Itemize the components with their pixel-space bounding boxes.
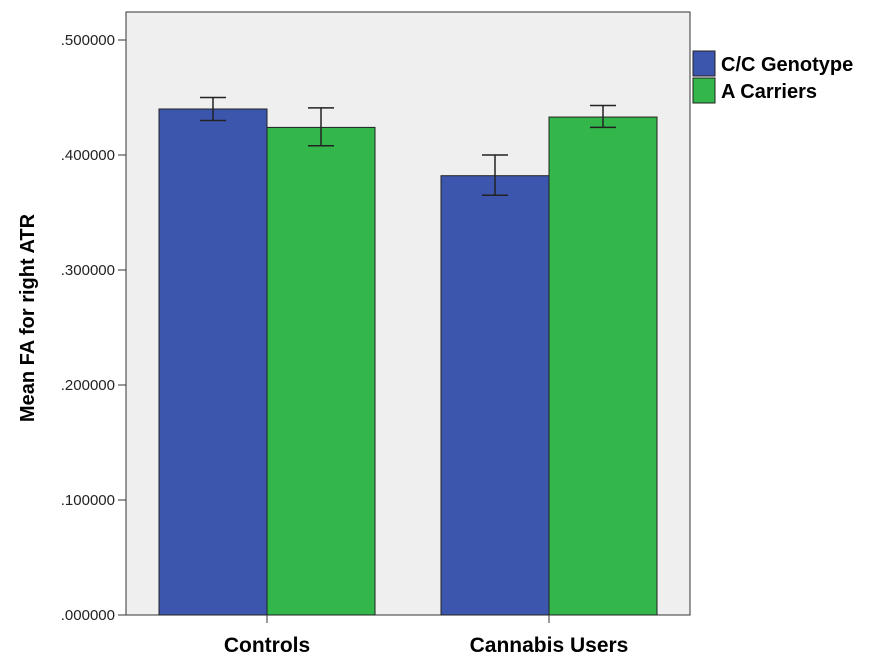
error-bars [200,96,616,196]
x-category-label: Cannabis Users [470,634,629,657]
bar-cc-genotype [440,175,550,616]
bar-a-carriers [548,116,658,616]
bar-a-carriers [266,126,376,616]
y-tick-label: .100000 [61,492,115,509]
y-axis: .000000 .100000 .200000 .300000 .400000 .5000… [61,32,126,624]
legend-label: A Carriers [721,81,817,103]
legend: C/C Genotype A Carriers [692,50,853,104]
legend-label: C/C Genotype [721,54,853,76]
x-category-label: Controls [224,634,310,657]
y-tick-label: .200000 [61,377,115,394]
y-tick-label: .000000 [61,607,115,624]
x-axis: Controls Cannabis Users [224,615,629,657]
y-tick-label: .300000 [61,262,115,279]
bar-cc-genotype [158,108,268,616]
y-axis-title: Mean FA for right ATR [17,213,39,422]
y-tick-label: .500000 [61,32,115,49]
y-tick-label: .400000 [61,147,115,164]
legend-swatch [692,50,716,77]
legend-swatch [692,77,716,104]
